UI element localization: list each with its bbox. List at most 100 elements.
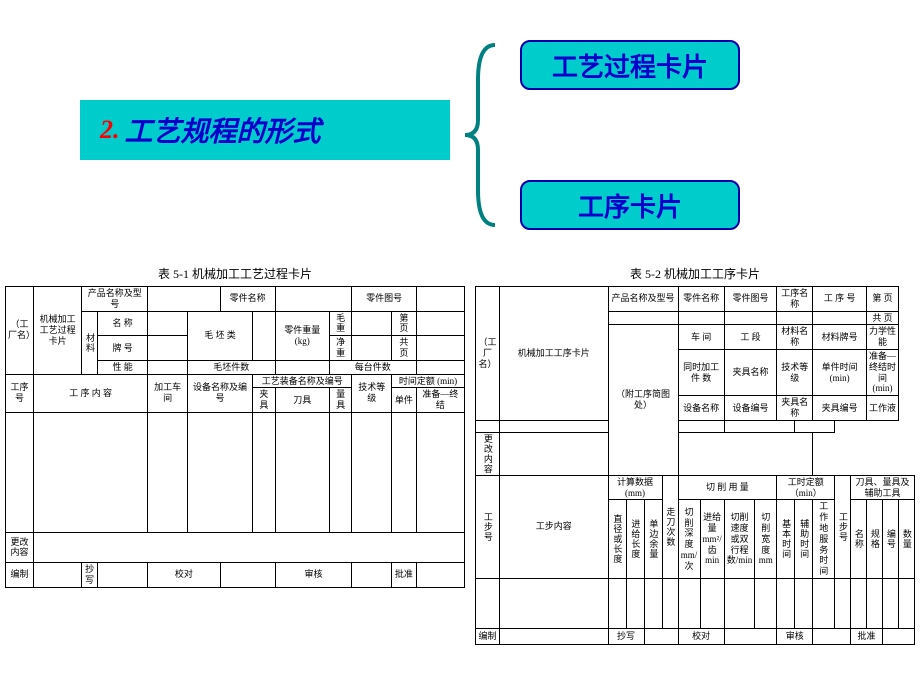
table-5-1-caption: 表 5-1 机械加工工艺过程卡片 <box>5 265 465 282</box>
ftr: 编制 <box>6 562 34 587</box>
hdr: 切削深度mm/次 <box>678 500 700 579</box>
hdr: 工艺装备名称及编号 <box>253 374 352 388</box>
cell: 零件名称 <box>220 287 275 312</box>
hdr: 数量 <box>899 500 915 579</box>
hdr: 编号 <box>883 500 899 579</box>
cell: 夹具名称 <box>724 349 777 395</box>
title-text: 工艺规程的形式 <box>125 110 321 150</box>
cell: 零件重量(kg) <box>275 311 329 360</box>
card-operation-label: 工序卡片 <box>578 187 682 224</box>
ftr: 审核 <box>777 628 813 644</box>
hdr: 工时定额（min） <box>777 475 835 500</box>
card-process: 工艺过程卡片 <box>520 40 740 90</box>
curly-brace-icon <box>460 40 500 230</box>
material-label: 材料 <box>82 311 98 374</box>
cell: 零件图号 <box>352 287 416 312</box>
hdr: 计算数据(mm) <box>608 475 662 500</box>
cell: 力学性能 <box>867 325 899 350</box>
cell: 材料名称 <box>777 325 813 350</box>
card-name: 机械加工工艺过程卡片 <box>34 287 82 375</box>
hdr: 刀具、量具及辅助工具 <box>851 475 915 500</box>
cell: 工序名称 <box>777 287 813 312</box>
cell: 第 页 <box>392 311 417 336</box>
hdr: 直径或长度 <box>608 500 626 579</box>
card-name: 机械加工工序卡片 <box>500 287 609 421</box>
cell: 第 页 <box>867 287 899 312</box>
hdr: 切 削 用 量 <box>678 475 777 500</box>
cell: 名 称 <box>97 311 147 336</box>
cell: 毛坯件数 <box>187 360 275 374</box>
cell: 设备名称 <box>678 396 724 421</box>
cell: 工 段 <box>724 325 777 350</box>
hdr: 单件 <box>392 388 417 413</box>
hdr: 技术等级 <box>352 374 392 412</box>
cell: 牌 号 <box>97 336 147 361</box>
cell: 准备—终结时间(min) <box>867 349 899 395</box>
hdr: 工步号 <box>835 475 851 578</box>
hdr: 单边余量 <box>644 500 662 579</box>
ftr: 校对 <box>678 628 724 644</box>
table-5-2-caption: 表 5-2 机械加工工序卡片 <box>475 265 915 282</box>
cell: 同时加工件 数 <box>678 349 724 395</box>
hdr: 设备名称及编号 <box>187 374 252 412</box>
hdr: 时间定额 (min) <box>392 374 465 388</box>
cell: 工 序 号 <box>813 287 867 312</box>
factory-label: （工厂名） <box>476 287 500 421</box>
hdr: 进给长度 <box>626 500 644 579</box>
hdr: 量具 <box>329 388 352 413</box>
cell: 共 页 <box>392 336 417 361</box>
card-process-label: 工艺过程卡片 <box>552 47 708 84</box>
title-box: 2. 工艺规程的形式 <box>80 100 450 160</box>
change-label: 更改内容 <box>476 432 500 475</box>
hdr: 辅助时间 <box>795 500 813 579</box>
hdr: 准备—终结 <box>416 388 464 413</box>
cell: 性 能 <box>97 360 147 374</box>
cell: 设备编号 <box>724 396 777 421</box>
title-number: 2. <box>100 115 120 145</box>
cell: 产品名称及型号 <box>608 287 678 312</box>
cell: 产品名称及型号 <box>82 287 148 312</box>
cell: 夹具编号 <box>813 396 867 421</box>
cell: 零件图号 <box>724 287 777 312</box>
table-5-1: 表 5-1 机械加工工艺过程卡片 （工厂名） 机械加工工艺过程卡片 产品名称及型… <box>0 260 470 690</box>
hdr: 工 序 内 容 <box>34 374 148 412</box>
hdr: 基本时间 <box>777 500 795 579</box>
ftr: 批准 <box>851 628 883 644</box>
process-card-table: （工厂名） 机械加工工艺过程卡片 产品名称及型号 零件名称 零件图号 材料 名 … <box>5 286 465 588</box>
ftr: 编制 <box>476 628 500 644</box>
hdr: 工步内容 <box>500 475 609 578</box>
tables-section: 表 5-1 机械加工工艺过程卡片 （工厂名） 机械加工工艺过程卡片 产品名称及型… <box>0 260 920 690</box>
hdr: 规格 <box>867 500 883 579</box>
ftr: 抄写 <box>608 628 644 644</box>
hdr: 走刀次数 <box>662 475 678 578</box>
hdr: 加工车间 <box>148 374 188 412</box>
factory-label: （工厂名） <box>6 287 34 375</box>
header-section: 2. 工艺规程的形式 工艺过程卡片 工序卡片 <box>0 0 920 250</box>
cell: 每台件数 <box>329 360 416 374</box>
cell: 零件名称 <box>678 287 724 312</box>
hdr: 名称 <box>851 500 867 579</box>
hdr: 切削速度或双行程数/min <box>724 500 755 579</box>
hdr: 进给量mm²/齿min <box>700 500 724 579</box>
ftr: 审核 <box>275 562 352 587</box>
hdr: 刀具 <box>275 388 329 413</box>
cell: 毛 坯 类 <box>187 311 252 360</box>
table-5-2: 表 5-2 机械加工工序卡片 （工厂名） 机械加工工序卡片 产品名称及型号 零件… <box>470 260 920 690</box>
ftr: 抄写 <box>82 562 98 587</box>
change-label: 更改内容 <box>6 532 34 562</box>
cell: 净重 <box>329 336 352 361</box>
hdr: 工作地服务时间 <box>813 500 835 579</box>
cell: 工作液 <box>867 396 899 421</box>
hdr: 夹具 <box>253 388 276 413</box>
cell: 单件时间(min) <box>813 349 867 395</box>
card-operation: 工序卡片 <box>520 180 740 230</box>
hdr: 工步号 <box>476 475 500 578</box>
cell: 夹具名称 <box>777 396 813 421</box>
cell: 材料牌号 <box>813 325 867 350</box>
cell: 技术等级 <box>777 349 813 395</box>
operation-card-table: （工厂名） 机械加工工序卡片 产品名称及型号 零件名称 零件图号 工序名称 工 … <box>475 286 915 645</box>
ftr: 校对 <box>148 562 220 587</box>
ftr: 批准 <box>392 562 417 587</box>
cell: 车 间 <box>678 325 724 350</box>
cell: 共 页 <box>867 311 899 325</box>
